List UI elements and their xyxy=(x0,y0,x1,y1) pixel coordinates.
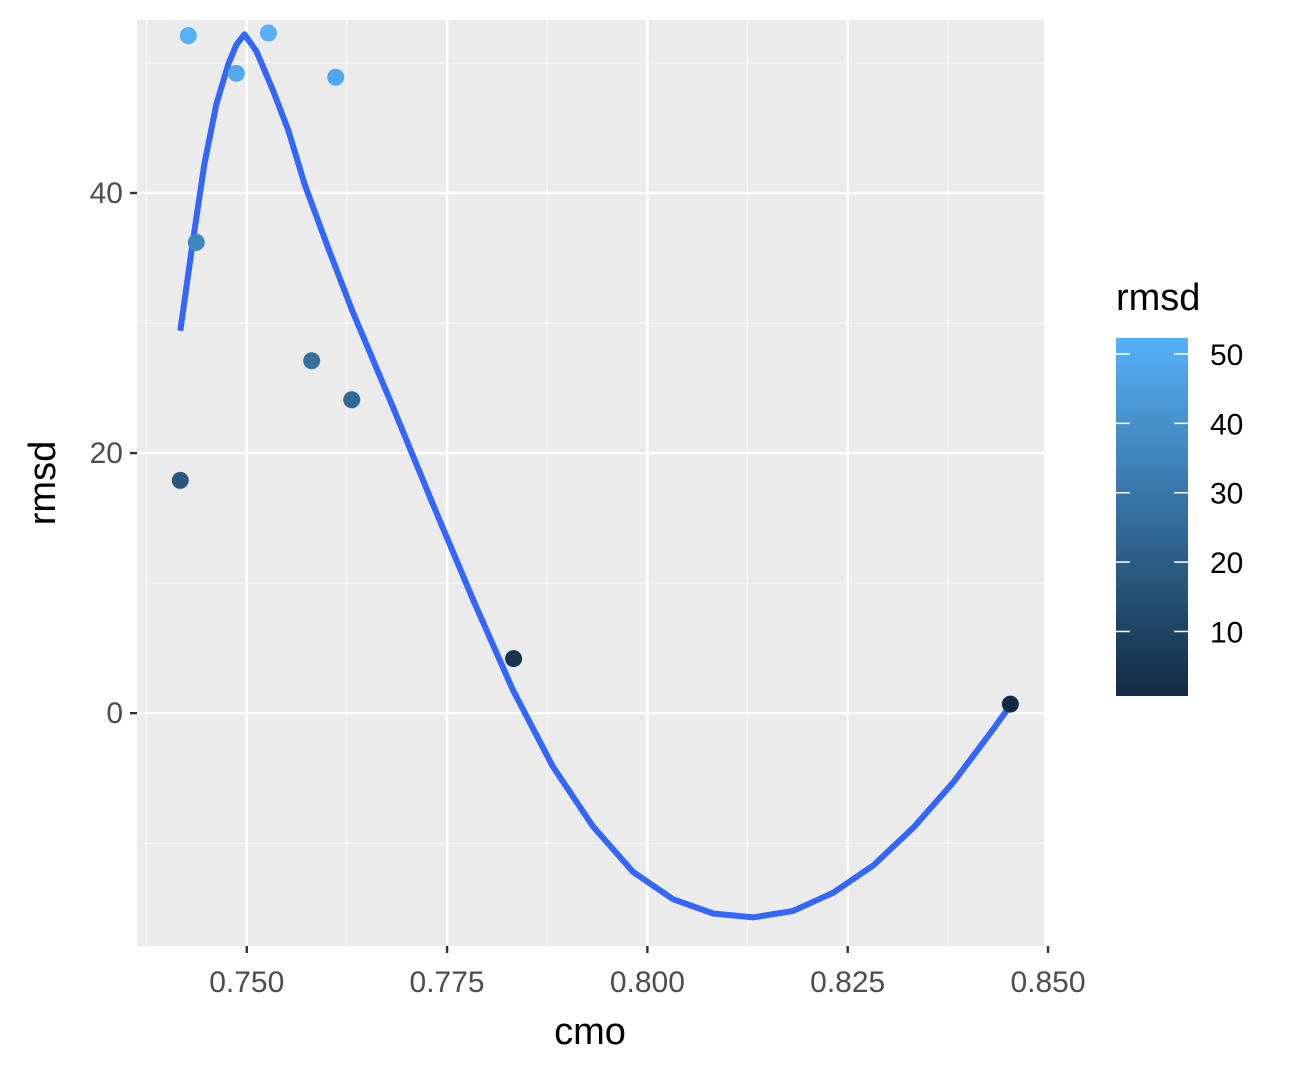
legend-label: 20 xyxy=(1210,547,1243,580)
data-point xyxy=(171,471,189,489)
data-point xyxy=(505,650,523,668)
legend-label: 50 xyxy=(1210,339,1243,372)
data-point xyxy=(1001,695,1019,713)
data-point xyxy=(303,352,321,370)
y-axis-title: rmsd xyxy=(22,441,64,525)
grid-minor xyxy=(137,20,1044,946)
y-axis: 0 20 40 xyxy=(90,177,137,730)
legend-colorbar xyxy=(1116,338,1188,696)
x-axis: 0.750 0.775 0.800 0.825 0.850 xyxy=(209,946,1086,999)
x-tick-label: 0.800 xyxy=(610,966,685,999)
y-tick-label: 20 xyxy=(90,437,123,470)
plot-panel xyxy=(137,20,1044,946)
y-tick-label: 0 xyxy=(106,697,123,730)
legend-label: 40 xyxy=(1210,408,1243,441)
x-tick-label: 0.850 xyxy=(1010,966,1085,999)
grid-major xyxy=(137,20,1050,946)
x-tick-label: 0.775 xyxy=(410,966,485,999)
data-point xyxy=(227,64,245,82)
smooth-layer xyxy=(177,31,1013,921)
data-point xyxy=(187,233,205,251)
x-tick-label: 0.750 xyxy=(209,966,284,999)
legend-label: 10 xyxy=(1210,616,1243,649)
data-point xyxy=(327,68,345,86)
legend-title: rmsd xyxy=(1116,277,1200,319)
points-layer xyxy=(171,24,1019,713)
x-tick-label: 0.825 xyxy=(810,966,885,999)
data-point xyxy=(179,27,197,45)
y-tick-label: 40 xyxy=(90,177,123,210)
legend-ticks: 10 20 30 40 50 xyxy=(1116,339,1243,649)
legend-label: 30 xyxy=(1210,478,1243,511)
x-axis-title: cmo xyxy=(554,1011,626,1053)
smooth-line xyxy=(177,31,1013,921)
data-point xyxy=(259,24,277,42)
color-legend: rmsd 10 20 30 40 50 xyxy=(1116,277,1243,696)
data-point xyxy=(343,391,361,409)
